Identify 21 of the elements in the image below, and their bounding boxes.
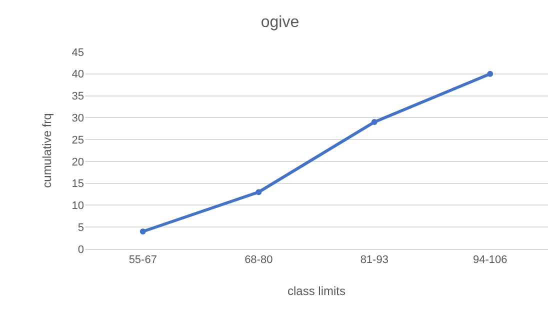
x-axis-title: class limits [287,284,346,298]
point [256,189,262,196]
point [371,119,378,126]
y-tick-label: 20 [72,156,84,168]
y-tick-label: 40 [72,68,84,81]
y-tick-label: 0 [78,244,84,256]
chart-title: ogive [260,14,300,31]
x-tick-label: 94-106 [472,254,508,266]
y-tick-label: 15 [72,178,84,190]
x-tick-label: 55-67 [128,254,157,266]
y-tick-label: 25 [72,134,84,146]
y-tick-label: 45 [72,46,84,59]
x-tick-label: 68-80 [244,254,273,266]
point [140,228,146,234]
y-tick-label: 30 [72,112,84,125]
y-tick-label: 35 [72,90,84,103]
y-tick-label: 5 [78,222,84,234]
x-tick-label: 81-93 [360,254,388,266]
y-tick-label: 10 [72,200,84,212]
point [487,70,494,77]
y-axis-title: cumulative frq [40,113,54,188]
